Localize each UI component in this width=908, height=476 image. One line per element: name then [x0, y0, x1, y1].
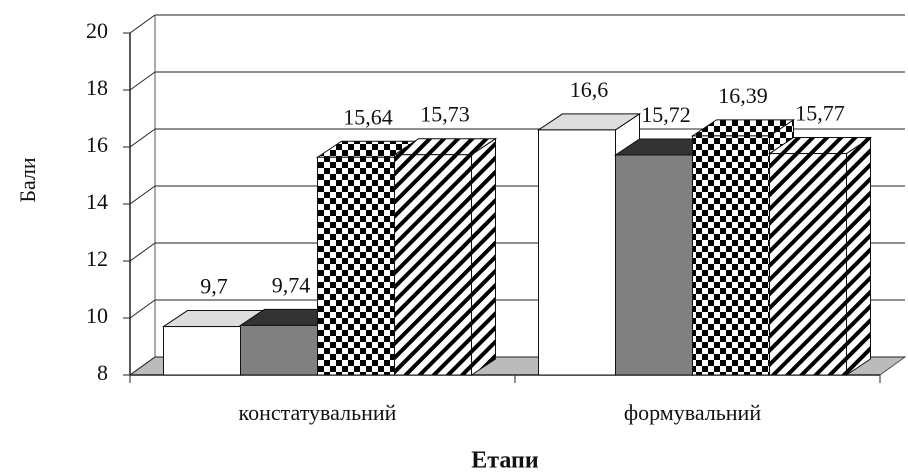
bar-front — [769, 153, 847, 376]
grid-line — [129, 242, 156, 262]
x-tick-label: формувальний — [624, 400, 761, 425]
bar-front — [317, 156, 395, 376]
grid-line — [129, 185, 156, 205]
value-label: 9,74 — [272, 272, 311, 297]
y-tick-label: 16 — [86, 132, 108, 157]
grid-line — [129, 128, 156, 148]
value-label: 16,39 — [718, 83, 768, 108]
value-label: 9,7 — [200, 274, 228, 299]
y-axis-label: Бали — [15, 157, 40, 203]
bar-front — [692, 135, 770, 376]
bar-front — [615, 154, 693, 376]
bar — [767, 136, 873, 376]
grid-line — [129, 356, 156, 376]
y-tick-label: 18 — [86, 75, 108, 100]
bar-front — [538, 129, 616, 376]
value-label: 15,77 — [795, 101, 845, 126]
bar-front — [163, 326, 241, 376]
y-tick-label: 10 — [86, 303, 108, 328]
bar-side — [846, 136, 871, 376]
bar-side — [471, 137, 496, 376]
y-tick-label: 12 — [86, 246, 108, 271]
grid-line — [129, 71, 156, 91]
bar-front — [240, 324, 318, 376]
bar — [392, 137, 498, 376]
y-tick-label: 8 — [97, 360, 108, 385]
value-label: 15,73 — [420, 102, 470, 127]
grid-line — [129, 299, 156, 319]
x-tick-label: констатувальний — [239, 400, 397, 425]
bar-front — [394, 154, 472, 376]
y-tick-label: 20 — [86, 18, 108, 43]
value-label: 15,72 — [641, 102, 691, 127]
grid-line — [129, 14, 156, 34]
x-axis-label: Етапи — [471, 448, 539, 474]
y-tick-label: 14 — [86, 189, 108, 214]
value-label: 15,64 — [343, 104, 393, 129]
value-label: 16,6 — [570, 77, 609, 102]
